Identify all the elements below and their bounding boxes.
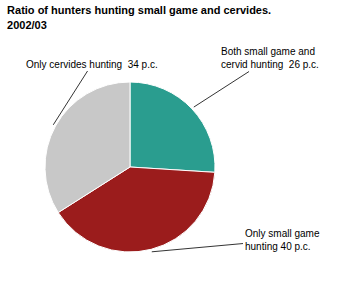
svg-text:Both small game andcervid hunt: Both small game andcervid hunting 26 p.c…	[221, 46, 319, 70]
svg-text:Only cervides hunting 34 p.c.: Only cervides hunting 34 p.c.	[26, 59, 158, 70]
svg-text:Only small gamehunting 40 p.c.: Only small gamehunting 40 p.c.	[245, 228, 320, 252]
svg-text:Ratio of hunters hunting small: Ratio of hunters hunting small game and …	[7, 4, 271, 30]
